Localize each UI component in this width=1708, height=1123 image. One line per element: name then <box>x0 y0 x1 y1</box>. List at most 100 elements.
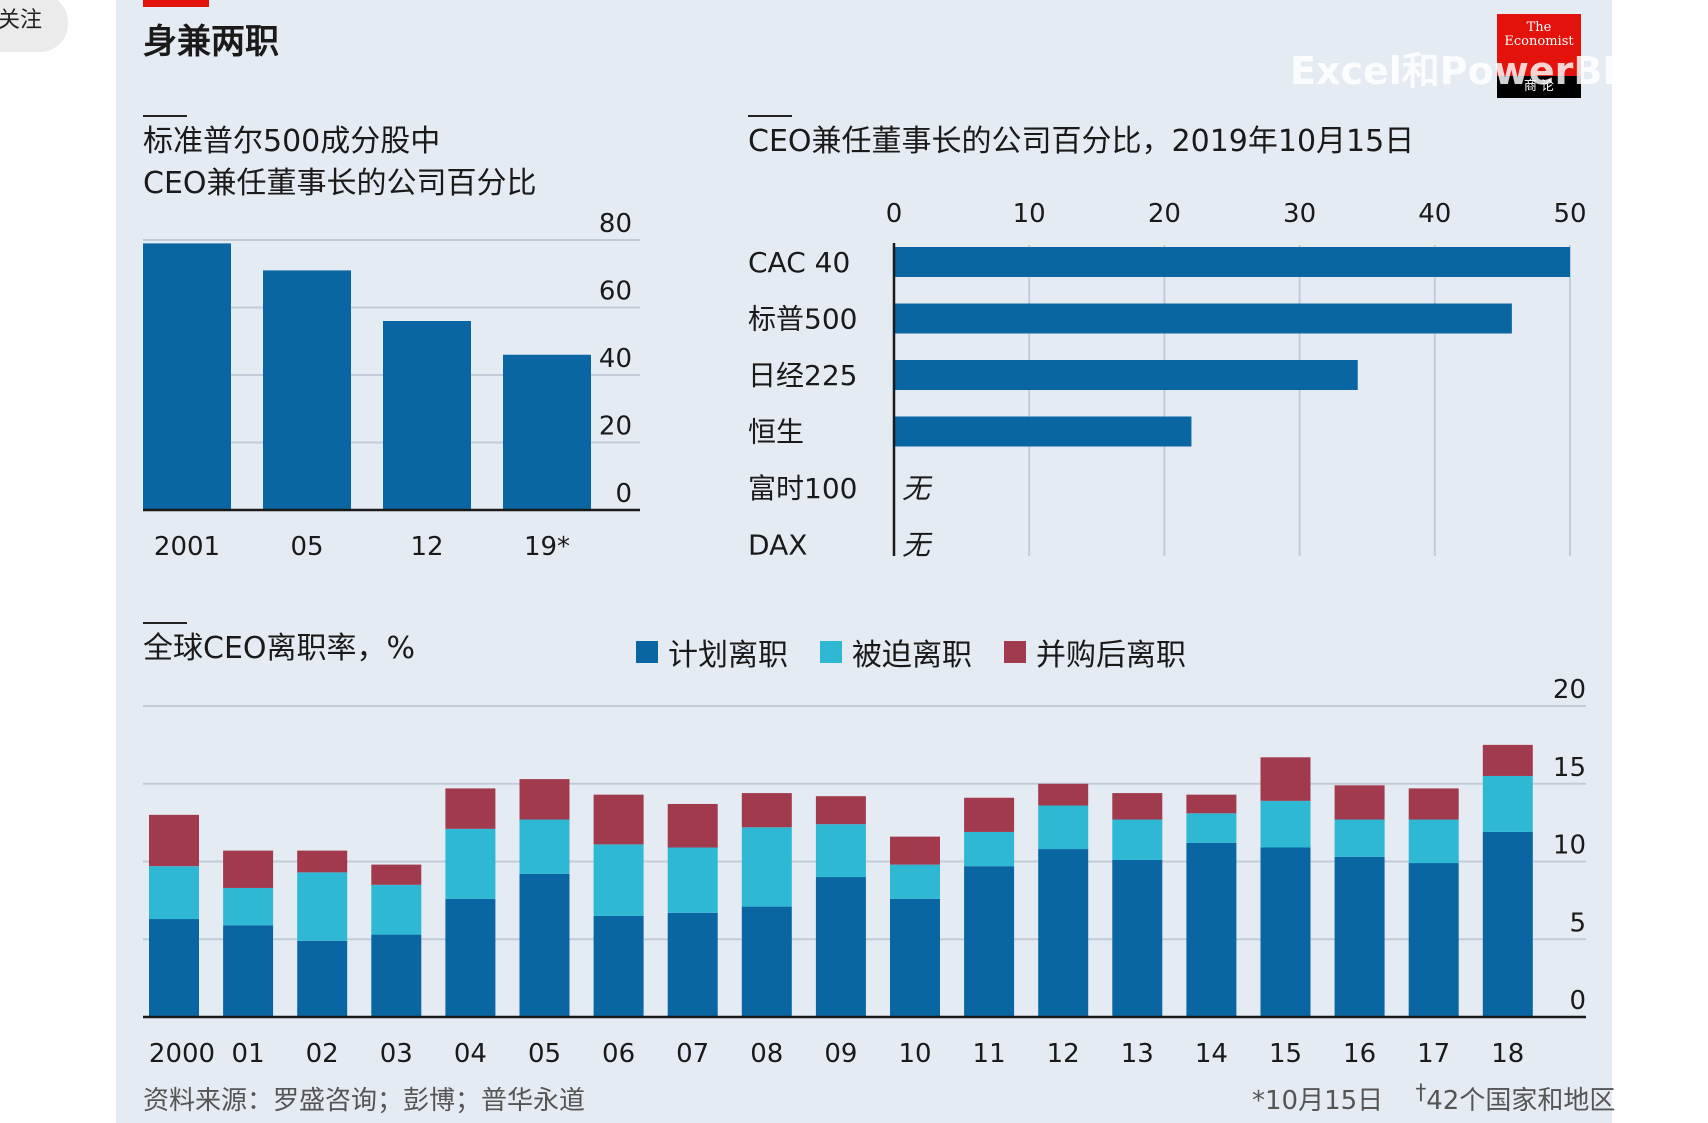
chart2-value-label: 无 <box>902 529 933 562</box>
chart3-legend: 计划离职 被迫离职 并购后离职 <box>636 630 1218 674</box>
chart3-bar-forced <box>964 831 1015 867</box>
chart3-bar-merger <box>1408 788 1459 820</box>
chart3-bar-planned <box>890 898 940 1017</box>
legend-item-merger: 并购后离职 <box>1004 630 1186 674</box>
chart3-xtick-label: 18 <box>1491 1039 1524 1069</box>
chart2-bar <box>894 360 1358 390</box>
chart2-title: CEO兼任董事长的公司百分比，2019年10月15日 <box>748 124 1415 159</box>
chart3-bar-merger <box>815 796 866 825</box>
chart3-bar-merger <box>297 850 348 873</box>
chart3-bar-planned <box>371 934 422 1017</box>
logo-bottom: 商 论 <box>1497 76 1581 98</box>
chart3-bar-planned <box>1260 847 1311 1017</box>
chart3-ytick-label: 20 <box>1553 675 1586 705</box>
chart3-bar-forced <box>1186 813 1237 843</box>
chart3-bar-planned <box>519 873 570 1017</box>
chart3-bar-merger <box>741 793 792 828</box>
chart3-xtick-label: 15 <box>1269 1039 1302 1069</box>
chart3-ytick-label: 0 <box>1569 986 1586 1016</box>
legend-swatch-planned <box>636 641 658 663</box>
legend-swatch-forced <box>820 641 842 663</box>
chart1-xtick-label: 05 <box>290 532 323 562</box>
footer-note-1: *10月15日 <box>1252 1086 1384 1116</box>
footer-notes: *10月15日 †42个国家和地区 <box>1252 1080 1615 1117</box>
chart2-category-label: CAC 40 <box>748 246 850 279</box>
chart3-xtick-label: 13 <box>1121 1039 1154 1069</box>
chart3-bar-forced <box>1408 819 1459 864</box>
chart1-bar <box>263 270 351 510</box>
chart3-bar-forced <box>445 828 496 899</box>
chart2-xtick-label: 50 <box>1553 199 1586 229</box>
chart2-bar <box>894 416 1192 447</box>
chart3-xtick-label: 2000 <box>149 1039 215 1069</box>
chart2-bar <box>894 303 1512 334</box>
chart1-title-line2: CEO兼任董事长的公司百分比 <box>143 166 537 201</box>
chart3-xtick-label: 03 <box>380 1039 413 1069</box>
chart3-bar-merger <box>667 803 718 848</box>
legend-label-merger: 并购后离职 <box>1036 638 1186 673</box>
chart3-bar-forced <box>223 887 274 926</box>
chart3-xtick-label: 14 <box>1195 1039 1228 1069</box>
chart1-bar <box>143 243 231 510</box>
chart2-xtick-label: 20 <box>1148 199 1181 229</box>
follow-chip[interactable]: 关注 <box>0 0 68 52</box>
chart3-bar-planned <box>667 912 718 1017</box>
chart1-ytick-label: 20 <box>599 412 632 442</box>
chart3-bar-forced <box>371 884 422 935</box>
chart3-bar-planned <box>223 925 274 1017</box>
chart3-bar-merger <box>1260 757 1311 801</box>
chart3-bar-planned <box>445 898 496 1017</box>
chart2-xtick-label: 0 <box>886 199 903 229</box>
chart3-bar-forced <box>593 844 644 916</box>
chart3-bar-forced <box>1112 819 1163 860</box>
chart2-category-label: 恒生 <box>748 416 804 449</box>
chart3-ytick-label: 5 <box>1569 908 1586 938</box>
page-title: 身兼两职 <box>143 22 279 62</box>
chart3-bar-merger <box>1482 744 1533 776</box>
chart3-bar-forced <box>519 819 570 874</box>
chart3-bar-forced <box>1334 819 1385 857</box>
legend-swatch-merger <box>1004 641 1026 663</box>
chart3-bar-forced <box>149 866 199 920</box>
chart2-category-label: 标普500 <box>748 303 857 336</box>
chart3-bar-merger <box>593 794 644 845</box>
chart3-bar-planned <box>593 915 644 1017</box>
chart3-bar-forced <box>741 827 792 907</box>
chart3-xtick-label: 08 <box>750 1039 783 1069</box>
chart3-bar-planned <box>297 940 348 1017</box>
chart3-xtick-label: 09 <box>824 1039 857 1069</box>
chart3-bar-forced <box>297 872 348 941</box>
legend-label-planned: 计划离职 <box>668 638 788 673</box>
footer-source: 资料来源：罗盛咨询；彭博；普华永道 <box>143 1086 586 1116</box>
legend-label-forced: 被迫离职 <box>852 638 972 673</box>
chart3-xtick-label: 12 <box>1047 1039 1080 1069</box>
chart1-ytick-label: 60 <box>599 277 632 307</box>
chart3-xtick-label: 04 <box>454 1039 487 1069</box>
chart3-bar-planned <box>149 919 199 1017</box>
chart3-bar-merger <box>1186 794 1237 814</box>
follow-chip-label: 关注 <box>0 8 43 33</box>
chart3-bar-planned <box>964 866 1015 1017</box>
chart3-bar-merger <box>223 850 274 888</box>
chart3-xtick-label: 07 <box>676 1039 709 1069</box>
chart3-xtick-label: 16 <box>1343 1039 1376 1069</box>
logo-line2: Economist <box>1504 34 1574 49</box>
chart2-category-label: DAX <box>748 529 807 562</box>
watermark: Excel和PowerBI聚焦 <box>1290 49 1693 93</box>
chart3-bar-forced <box>667 847 718 913</box>
chart3-bar-merger <box>1038 783 1089 806</box>
chart3-bar-merger <box>445 788 496 829</box>
chart3-bar-forced <box>1038 805 1089 850</box>
chart3-bar-planned <box>741 906 792 1017</box>
chart3-xtick-label: 17 <box>1417 1039 1450 1069</box>
chart2-bar <box>894 247 1570 277</box>
chart3-bar-planned <box>1038 849 1089 1017</box>
chart2-category-label: 日经225 <box>748 359 857 392</box>
chart1-ytick-label: 80 <box>599 209 632 239</box>
chart3-xtick-label: 11 <box>973 1039 1006 1069</box>
chart3-bar-forced <box>815 824 866 878</box>
chart3-bar-merger <box>1334 785 1385 820</box>
footer-dagger: † <box>1415 1080 1427 1106</box>
chart2-xtick-label: 10 <box>1013 199 1046 229</box>
